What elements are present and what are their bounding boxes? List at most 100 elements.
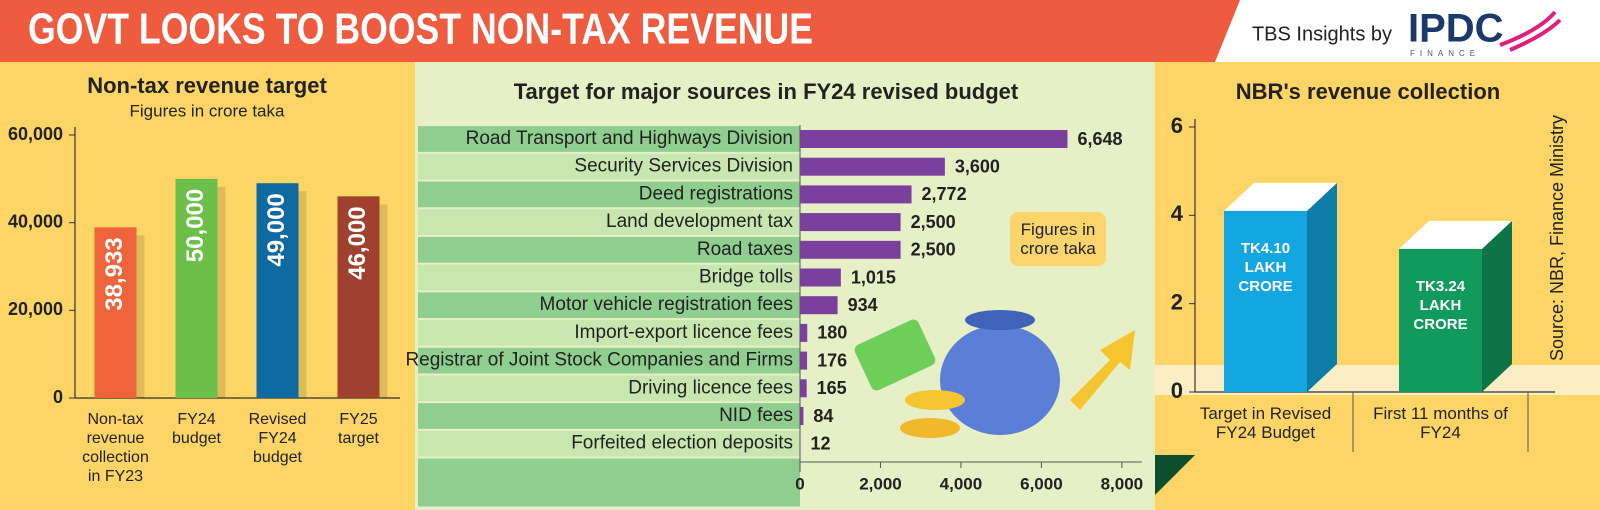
bar [1224, 210, 1307, 392]
value-label: 49,000 [263, 193, 290, 266]
logo-swoosh [1499, 10, 1562, 52]
row-band [418, 153, 800, 180]
x-tick-label: 0 [795, 474, 804, 493]
value-label: 176 [817, 350, 847, 370]
category-label: NID fees [719, 405, 793, 426]
y-tick-label: 2 [1171, 289, 1183, 314]
y-tick-label: 0 [53, 387, 63, 407]
x-tick-label: 4,000 [940, 474, 983, 493]
chart-title: Target for major sources in FY24 revised… [514, 79, 1019, 104]
y-tick-label: 6 [1171, 113, 1183, 138]
row-band [418, 375, 800, 402]
x-tick-label: FY24 budget [172, 411, 221, 447]
x-tick-label: FY25 target [338, 411, 379, 447]
bar [800, 157, 945, 176]
value-label: 38,933 [101, 237, 128, 310]
bar [175, 178, 218, 398]
category-label: Driving licence fees [628, 377, 793, 398]
value-label: 12 [810, 433, 830, 453]
x-tick-label: First 11 months of FY24 [1373, 404, 1508, 442]
row-band [418, 458, 800, 507]
category-label: Bridge tolls [699, 267, 793, 288]
value-label: 180 [817, 323, 847, 343]
row-band [418, 430, 800, 457]
bar [800, 379, 807, 398]
page-title: GOVT LOOKS TO BOOST NON-TAX REVENUE [28, 5, 813, 54]
bar-side [1482, 220, 1512, 392]
annotation: Figures in crore taka [1020, 220, 1096, 258]
value-label: 165 [817, 378, 847, 398]
y-tick-label: 40,000 [8, 211, 63, 231]
y-tick-label: 0 [1171, 378, 1183, 403]
x-tick-label: 8,000 [1101, 474, 1144, 493]
bar [800, 296, 838, 315]
x-tick-label: Target in Revised FY24 Budget [1199, 404, 1332, 442]
bar [94, 227, 137, 398]
bar-top [1399, 220, 1512, 249]
row-band [418, 347, 800, 374]
x-tick-label: Revised FY24 budget [248, 411, 307, 466]
value-label: 2,500 [911, 240, 956, 260]
y-tick-label: 20,000 [8, 299, 63, 319]
logo-sub: FINANCE [1410, 49, 1480, 58]
row-band [418, 292, 800, 319]
value-label: 2,772 [922, 184, 967, 204]
value-label: 84 [813, 406, 833, 426]
row-band [418, 403, 800, 429]
value-label: 3,600 [955, 156, 1000, 176]
y-tick-label: 4 [1171, 201, 1184, 226]
brand: TBS Insights by [1252, 23, 1392, 45]
source: Source: NBR, Finance Ministry [1547, 115, 1567, 361]
bar [800, 130, 1068, 148]
bar-top [1224, 182, 1337, 211]
row-band [418, 126, 800, 152]
chart-title: NBR's revenue collection [1236, 79, 1500, 104]
category-label: Security Services Division [574, 156, 793, 177]
value-label: TK4.10 LAKH CRORE [1238, 239, 1293, 295]
value-label: TK3.24 LAKH CRORE [1413, 277, 1468, 333]
row-band [418, 320, 800, 346]
value-label: 50,000 [182, 189, 209, 262]
category-label: Deed registrations [639, 183, 793, 204]
category-label: Land development tax [606, 211, 793, 232]
row-band [418, 209, 800, 235]
value-label: 934 [848, 295, 878, 315]
bar [256, 183, 299, 398]
x-tick-label: 6,000 [1020, 474, 1063, 493]
bar-side [1307, 182, 1337, 392]
category-label: Motor vehicle registration fees [540, 294, 793, 315]
annotation-box [1010, 212, 1106, 266]
category-label: Forfeited election deposits [571, 433, 793, 454]
value-label: 6,648 [1077, 129, 1122, 149]
bar [800, 407, 804, 425]
bar [800, 213, 901, 232]
x-tick-label: 2,000 [859, 474, 902, 493]
value-label: 2,500 [911, 212, 956, 232]
chart-title: Non-tax revenue target [87, 73, 327, 98]
category-label: Import-export licence fees [574, 322, 793, 343]
row-band [418, 264, 800, 291]
value-label: 46,000 [344, 206, 371, 279]
bar [800, 351, 808, 370]
category-label: Road Transport and Highways Division [466, 128, 793, 149]
bar [800, 240, 901, 259]
floor-band [1155, 365, 1600, 395]
bar [1399, 248, 1482, 392]
category-label: Road taxes [697, 239, 793, 260]
x-tick-label: Non-tax revenue collection in FY23 [82, 411, 149, 485]
row-band [418, 181, 800, 208]
money-illustration [854, 310, 1135, 438]
y-tick-label: 60,000 [8, 124, 63, 144]
value-label: 1,015 [851, 267, 896, 287]
logo: IPDC [1408, 7, 1504, 51]
bar [800, 185, 912, 204]
row-band [418, 236, 800, 263]
bar [800, 268, 841, 287]
corner-deco [1155, 455, 1195, 495]
bar [800, 323, 808, 342]
category-label: Registrar of Joint Stock Companies and F… [405, 350, 793, 371]
chart-subtitle: Figures in crore taka [130, 101, 285, 120]
bar [337, 196, 380, 398]
